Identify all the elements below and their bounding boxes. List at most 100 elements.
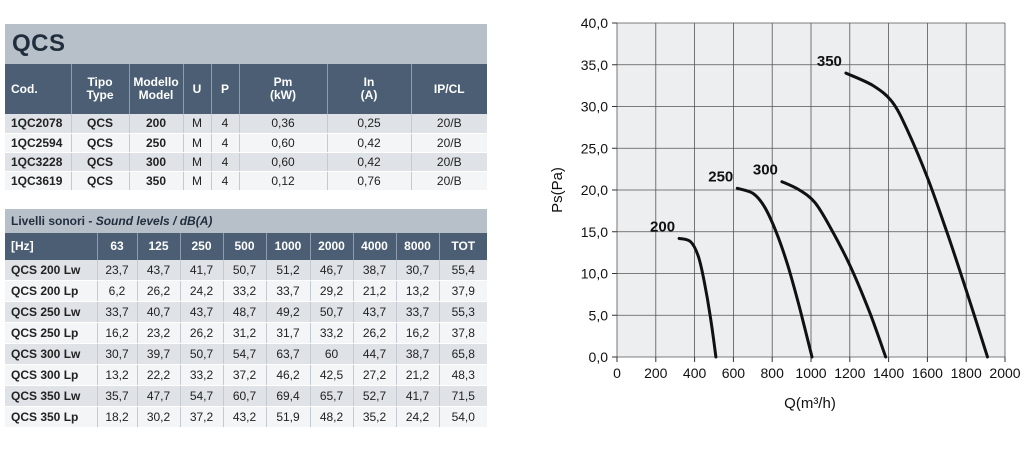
models-header-cell: Modello Model xyxy=(129,64,184,114)
models-header-cell: U xyxy=(183,64,212,114)
table-cell: 46,2 xyxy=(266,364,311,386)
table-cell: 30,7 xyxy=(97,343,138,365)
product-title: QCS xyxy=(5,24,487,64)
y-tick-label: 20,0 xyxy=(581,182,608,198)
table-cell: 30,2 xyxy=(137,406,181,428)
table-cell: 60,7 xyxy=(223,385,267,407)
table-cell: 37,9 xyxy=(439,280,487,302)
table-cell: 35,7 xyxy=(97,385,138,407)
table-row: QCS 200 Lw 23,7 43,7 41,7 50,7 51,2 46,7 38,7 30… xyxy=(5,259,487,281)
y-tick-label: 30,0 xyxy=(581,99,608,115)
x-tick-label: 1400 xyxy=(873,365,904,381)
table-cell: 4 xyxy=(211,133,240,153)
x-tick-label: 0 xyxy=(613,365,621,381)
models-table-header: Cod. Tipo Type Modello Model U P Pm (kW) In (A… xyxy=(5,64,487,114)
series-line-300 xyxy=(780,180,888,359)
x-tick-label: 1600 xyxy=(912,365,943,381)
table-cell: 1QC2594 xyxy=(5,133,72,153)
table-cell: 33,7 xyxy=(396,301,440,323)
table-cell: 31,2 xyxy=(223,322,267,344)
table-cell: 23,2 xyxy=(137,322,181,344)
table-cell: QCS xyxy=(71,152,130,172)
models-header-cell: In (A) xyxy=(327,64,412,114)
x-tick-label: 600 xyxy=(722,365,746,381)
table-cell: 6,2 xyxy=(97,280,138,302)
models-header-cell: Pm (kW) xyxy=(239,64,328,114)
table-cell: 20/B xyxy=(411,171,487,191)
table-cell: 54,7 xyxy=(223,343,267,365)
table-cell: 16,2 xyxy=(97,322,138,344)
table-cell: 54,7 xyxy=(180,385,224,407)
table-cell: 39,7 xyxy=(137,343,181,365)
series-label-300: 300 xyxy=(753,162,778,179)
table-cell: 48,3 xyxy=(439,364,487,386)
x-tick-label: 1000 xyxy=(795,365,826,381)
table-cell: 42,5 xyxy=(310,364,354,386)
table-cell: 49,2 xyxy=(266,301,311,323)
table-cell: 16,2 xyxy=(396,322,440,344)
table-cell: 37,8 xyxy=(439,322,487,344)
y-axis-label: Ps(Pa) xyxy=(549,167,566,213)
table-cell: 0,36 xyxy=(239,114,328,134)
table-cell: 350 xyxy=(129,171,184,191)
table-cell: 52,7 xyxy=(353,385,397,407)
table-row: QCS 200 Lp 6,2 26,2 24,2 33,2 33,7 29,2 21,2 13,… xyxy=(5,280,487,302)
table-cell: M xyxy=(183,114,212,134)
table-row: QCS 350 Lw 35,7 47,7 54,7 60,7 69,4 65,7 52,7 41… xyxy=(5,385,487,407)
table-cell: 47,7 xyxy=(137,385,181,407)
table-cell: 22,2 xyxy=(137,364,181,386)
table-cell: 44,7 xyxy=(353,343,397,365)
x-tick-label: 1800 xyxy=(951,365,982,381)
table-cell: 69,4 xyxy=(266,385,311,407)
table-cell: QCS xyxy=(71,114,130,134)
table-cell: 0,60 xyxy=(239,133,328,153)
sound-header-cell: 250 xyxy=(180,232,224,260)
x-tick-label: 2000 xyxy=(989,365,1020,381)
models-table-body: 1QC2078 QCS 200 M 4 0,36 0,25 20/B 1QC2594 QCS 250… xyxy=(5,114,487,191)
sound-header-cell: 1000 xyxy=(266,232,311,260)
y-tick-label: 10,0 xyxy=(581,266,608,282)
table-cell: 71,5 xyxy=(439,385,487,407)
table-cell: 33,2 xyxy=(180,364,224,386)
y-tick-label: 40,0 xyxy=(581,15,608,31)
sound-title-plain: Livelli sonori - xyxy=(11,213,93,228)
table-cell: 60 xyxy=(310,343,354,365)
table-cell: 1QC3228 xyxy=(5,152,72,172)
table-row: 1QC2078 QCS 200 M 4 0,36 0,25 20/B xyxy=(5,114,487,134)
table-cell: M xyxy=(183,133,212,153)
table-cell: 38,7 xyxy=(396,343,440,365)
sound-header-cell: 2000 xyxy=(310,232,354,260)
table-cell: 30,7 xyxy=(396,259,440,281)
series-line-350 xyxy=(844,71,989,359)
table-cell: 4 xyxy=(211,171,240,191)
table-cell: 55,4 xyxy=(439,259,487,281)
models-table: Cod. Tipo Type Modello Model U P Pm (kW) In (A… xyxy=(5,64,487,191)
table-cell: 4 xyxy=(211,152,240,172)
table-cell: 0,76 xyxy=(327,171,412,191)
table-row: 1QC3619 QCS 350 M 4 0,12 0,76 20/B xyxy=(5,171,487,191)
table-cell: 43,7 xyxy=(137,259,181,281)
table-cell: 50,7 xyxy=(180,343,224,365)
table-cell: 48,7 xyxy=(223,301,267,323)
table-row: QCS 250 Lw 33,7 40,7 43,7 48,7 49,2 50,7 43,7 33… xyxy=(5,301,487,323)
y-tick-label: 15,0 xyxy=(581,224,608,240)
chart-curves: 200 250 300 350 xyxy=(650,53,989,359)
table-cell: M xyxy=(183,171,212,191)
table-cell: 1QC3619 xyxy=(5,171,72,191)
table-cell: 24,2 xyxy=(396,406,440,428)
table-cell: 26,2 xyxy=(180,322,224,344)
table-cell: 65,7 xyxy=(310,385,354,407)
table-cell: 29,2 xyxy=(310,280,354,302)
series-line-200 xyxy=(677,236,718,359)
table-cell: 13,2 xyxy=(396,280,440,302)
table-cell: QCS 300 Lw xyxy=(5,343,98,365)
table-cell: 26,2 xyxy=(353,322,397,344)
y-tick-label: 5,0 xyxy=(589,307,609,323)
table-cell: 24,2 xyxy=(180,280,224,302)
y-tick-label: 0,0 xyxy=(589,349,609,365)
table-cell: 40,7 xyxy=(137,301,181,323)
series-label-350: 350 xyxy=(817,53,842,70)
table-cell: 0,12 xyxy=(239,171,328,191)
chart-grid xyxy=(616,22,1006,358)
table-cell: QCS xyxy=(71,171,130,191)
